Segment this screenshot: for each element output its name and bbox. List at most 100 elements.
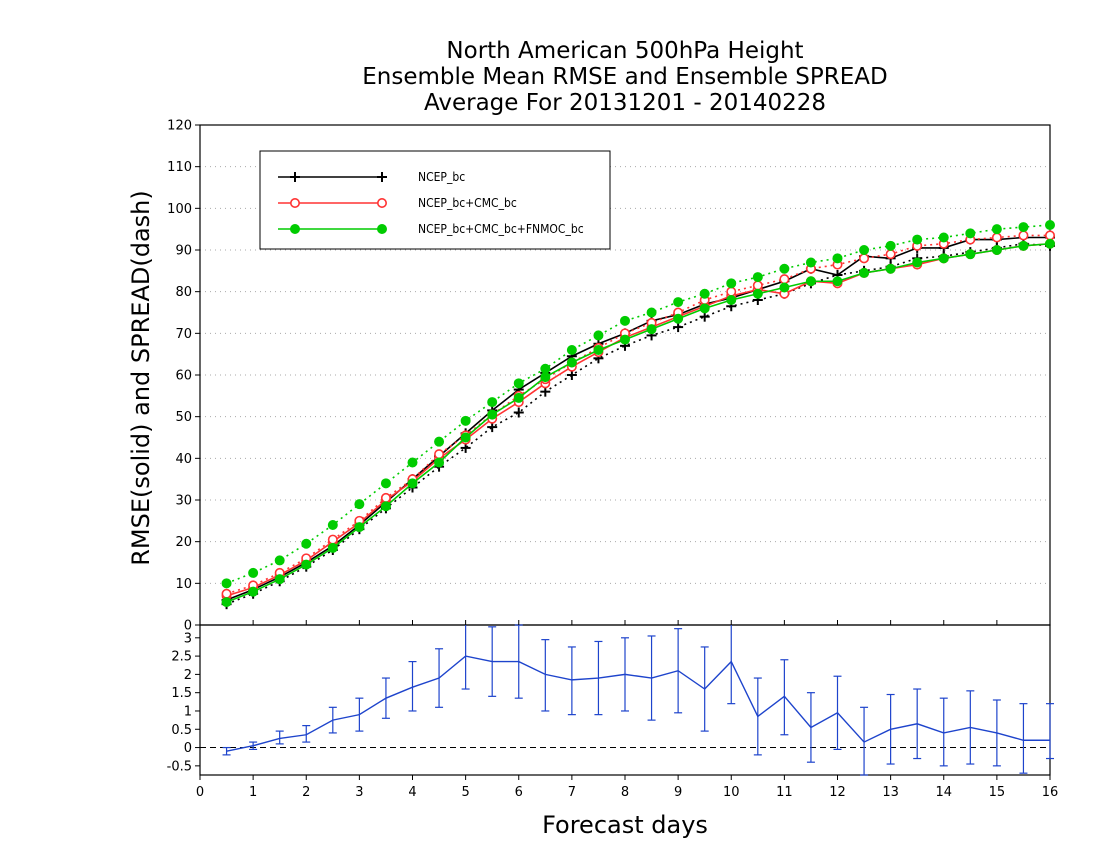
- x-axis: 0 1 2 3 4 5 6 7 8 9 10 11 12 13 14 15 16: [196, 620, 1058, 800]
- data-point: [376, 198, 387, 209]
- data-point: [912, 257, 923, 268]
- y-tick-label: 2.5: [171, 650, 192, 665]
- x-axis-label: Forecast days: [542, 811, 708, 839]
- data-point: [991, 232, 1002, 243]
- y-tick-label: 1.5: [171, 686, 192, 701]
- data-point: [566, 357, 577, 368]
- data-point: [566, 345, 577, 355]
- data-point: [938, 253, 949, 264]
- spread-line: [226, 242, 1051, 605]
- x-tick-label: 2: [302, 785, 310, 800]
- data-point: [407, 478, 418, 489]
- data-point: [885, 240, 896, 251]
- data-point: [885, 249, 896, 260]
- bottom-panel: -0.5 0 0.5 1 1.5 2 2.5 3: [167, 624, 1054, 776]
- data-point: [779, 263, 790, 274]
- x-tick-label: 3: [355, 785, 363, 800]
- legend-label: NCEP_bc: [418, 170, 465, 184]
- data-point: [377, 224, 387, 234]
- data-point: [354, 522, 365, 533]
- series-NCEP_bc+CMC_bc: [221, 230, 1056, 601]
- y-tick-label: 120: [167, 119, 192, 134]
- series-difference: [222, 624, 1054, 776]
- data-point: [434, 457, 445, 468]
- data-point: [620, 315, 630, 326]
- data-point: [1045, 238, 1055, 249]
- rmse-line: [226, 242, 1051, 603]
- rmse-line: [226, 242, 1051, 597]
- top-panel-grid: 0 10 20 30 40 50 60 70 80 90 100 110 120: [167, 119, 1051, 634]
- y-tick-label: 3: [184, 631, 192, 646]
- chart-title-line: North American 500hPa Height: [446, 38, 803, 64]
- data-point: [354, 499, 365, 510]
- chart-title-line: Average For 20131201 - 20140228: [424, 90, 826, 116]
- data-point: [726, 295, 737, 305]
- legend-label: NCEP_bc+CMC_bc: [418, 196, 517, 210]
- data-point: [1018, 222, 1029, 233]
- x-tick-label: 1: [249, 785, 257, 800]
- data-point: [859, 267, 870, 278]
- x-tick-label: 6: [515, 785, 523, 800]
- data-point: [380, 492, 391, 503]
- data-point: [991, 245, 1002, 255]
- x-tick-label: 9: [674, 785, 682, 800]
- data-point: [407, 457, 418, 468]
- y-tick-label: 0: [184, 619, 192, 634]
- data-point: [991, 224, 1002, 235]
- x-tick-label: 14: [935, 785, 952, 800]
- data-point: [327, 542, 338, 553]
- spread-line: [226, 234, 1050, 595]
- y-tick-label: 0.5: [171, 723, 192, 738]
- data-point: [726, 286, 737, 297]
- y-tick-label: 30: [175, 494, 192, 509]
- data-point: [380, 501, 391, 512]
- legend: NCEP_bc NCEP_bc+CMC_bc NCEP_bc+CMC_bc+FNMO…: [259, 150, 611, 250]
- data-point: [540, 372, 551, 383]
- difference-line: [226, 655, 1050, 752]
- data-point: [248, 567, 259, 578]
- y-tick-label: 50: [175, 410, 192, 425]
- data-point: [1045, 220, 1055, 230]
- data-point: [699, 288, 710, 299]
- data-point: [1018, 240, 1029, 251]
- data-point: [513, 392, 524, 403]
- data-point: [290, 224, 300, 234]
- data-point: [912, 234, 923, 245]
- data-point: [859, 245, 870, 255]
- data-point: [487, 409, 498, 420]
- data-point: [965, 228, 976, 239]
- data-point: [289, 198, 300, 209]
- x-tick-label: 11: [776, 785, 793, 800]
- x-tick-label: 13: [882, 785, 899, 800]
- data-point: [513, 407, 524, 418]
- data-point: [593, 345, 604, 355]
- data-point: [513, 378, 524, 389]
- data-point: [673, 297, 684, 308]
- data-point: [221, 588, 232, 599]
- x-tick-label: 12: [829, 785, 846, 800]
- y-tick-label: 1: [184, 704, 192, 719]
- data-point: [752, 272, 763, 283]
- data-point: [805, 276, 816, 287]
- data-point: [646, 307, 657, 318]
- data-point: [726, 278, 737, 289]
- data-point: [832, 253, 843, 264]
- data-point: [248, 586, 259, 597]
- data-point: [1018, 230, 1029, 241]
- data-point: [1045, 230, 1056, 241]
- data-point: [301, 538, 312, 549]
- data-point: [673, 313, 684, 324]
- data-point: [965, 249, 976, 260]
- x-tick-label: 8: [621, 785, 629, 800]
- chart-title-line: Ensemble Mean RMSE and Ensemble SPREAD: [362, 64, 887, 90]
- data-point: [859, 253, 870, 264]
- data-point: [487, 422, 498, 433]
- series-NCEP_bc+CMC_bc+FNMOC_bc: [221, 220, 1055, 608]
- y-tick-label: 10: [175, 577, 192, 592]
- y-tick-label: 80: [175, 285, 192, 300]
- data-point: [377, 172, 387, 182]
- legend-label: NCEP_bc+CMC_bc+FNMOC_bc: [418, 222, 584, 236]
- data-point: [699, 303, 710, 314]
- top-panel: [221, 220, 1056, 610]
